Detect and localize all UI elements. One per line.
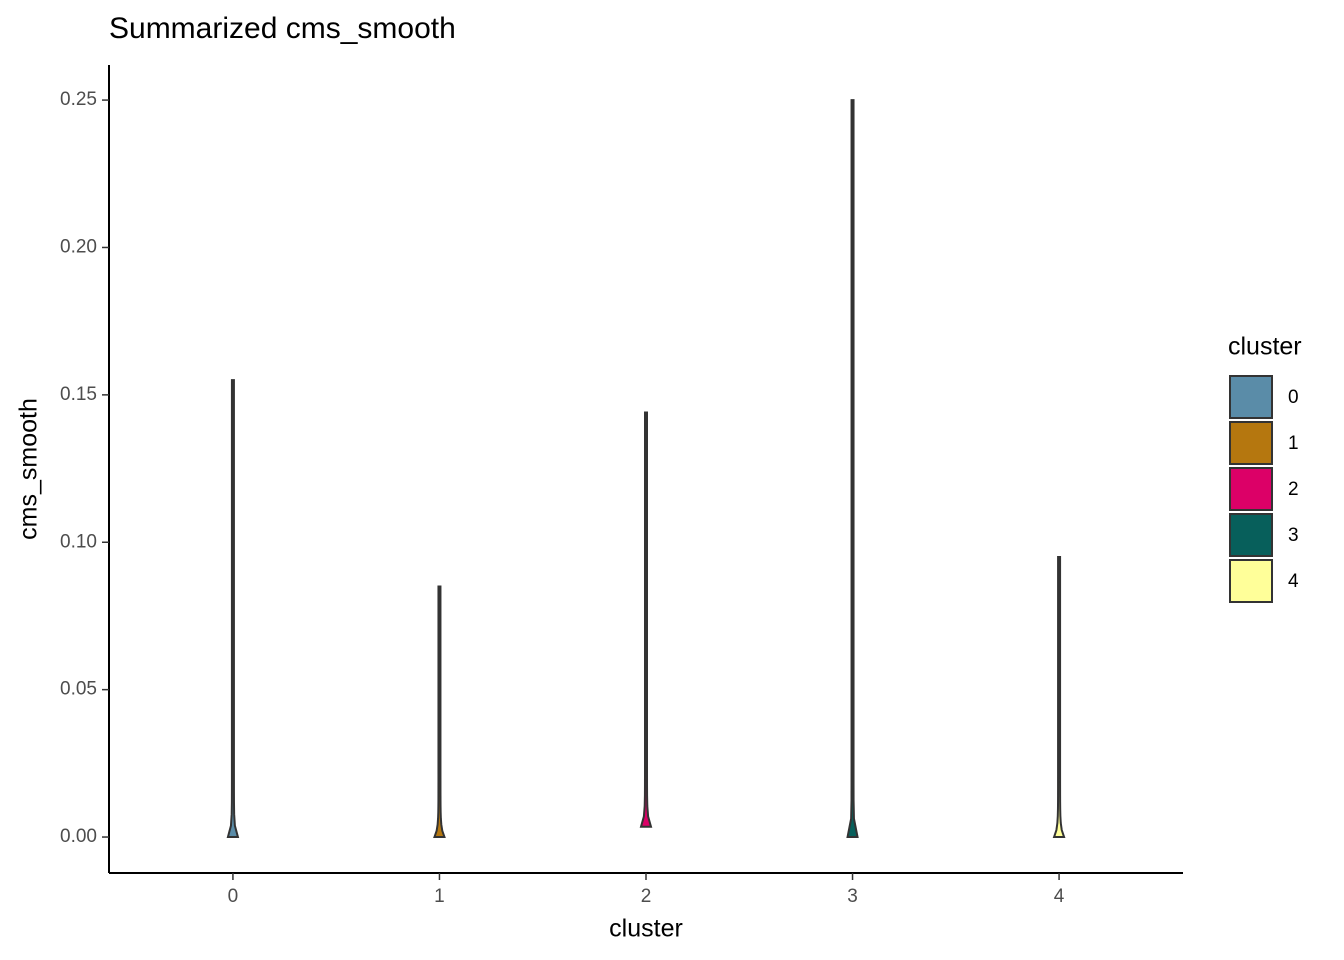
legend-title: cluster [1228,333,1302,361]
legend-key [1229,421,1273,465]
y-tick-label: 0.25 [60,89,97,110]
chart-title: Summarized cms_smooth [109,12,456,45]
violin [1052,555,1066,839]
violin [846,99,859,839]
legend-key [1229,467,1273,511]
x-tick-label: 4 [1054,886,1065,907]
legend-label: 2 [1288,479,1299,500]
violin [226,379,240,839]
x-axis-label: cluster [609,915,683,943]
y-tick-label: 0.05 [60,679,97,700]
y-tick-label: 0.20 [60,236,97,257]
x-tick-label: 2 [641,886,652,907]
legend-key [1229,375,1273,419]
x-tick-label: 3 [847,886,858,907]
violin [433,585,446,839]
y-tick-label: 0.00 [60,826,97,847]
legend-label: 4 [1288,571,1299,592]
legend-label: 0 [1288,387,1299,408]
y-tick-label: 0.15 [60,384,97,405]
legend-key [1229,513,1273,557]
y-axis-label: cms_smooth [15,398,43,540]
x-tick-label: 1 [434,886,445,907]
legend-key [1229,559,1273,603]
y-tick-label: 0.10 [60,531,97,552]
legend-label: 3 [1288,525,1299,546]
violin [639,411,653,828]
legend-label: 1 [1288,433,1299,454]
x-tick-label: 0 [228,886,239,907]
